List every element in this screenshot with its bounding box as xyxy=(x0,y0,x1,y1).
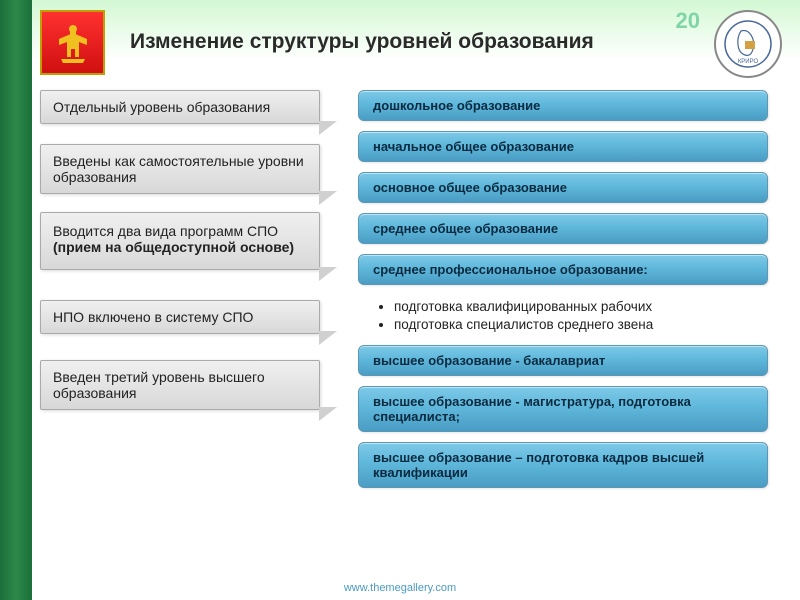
level-highest-qualification: высшее образование – подготовка кадров в… xyxy=(358,442,768,488)
callout-tail-icon xyxy=(319,191,337,205)
list-item: подготовка квалифицированных рабочих xyxy=(394,299,768,314)
callout-tail-icon xyxy=(319,331,337,345)
level-bachelor: высшее образование - бакалавриат xyxy=(358,345,768,376)
page-title: Изменение структуры уровней образования xyxy=(130,30,594,54)
level-primary-general: начальное общее образование xyxy=(358,131,768,162)
slide-number: 20 xyxy=(676,8,700,34)
vocational-sub-list: подготовка квалифицированных рабочих под… xyxy=(358,295,768,345)
left-box-third-higher: Введен третий уровень высшего образовани… xyxy=(40,360,320,410)
level-master-specialist: высшее образование - магистратура, подго… xyxy=(358,386,768,432)
level-basic-general: основное общее образование xyxy=(358,172,768,203)
left-column: Отдельный уровень образования Введены ка… xyxy=(40,90,320,428)
left-box-npo-spo: НПО включено в систему СПО xyxy=(40,300,320,334)
side-ribbon xyxy=(0,0,32,600)
left-box-text: Отдельный уровень образования xyxy=(53,99,270,115)
kriro-logo: КРИРО xyxy=(714,10,782,78)
left-box-independent-levels: Введены как самостоятельные уровни образ… xyxy=(40,144,320,194)
right-column: дошкольное образование начальное общее о… xyxy=(358,90,768,498)
level-preschool: дошкольное образование xyxy=(358,90,768,121)
left-box-text: НПО включено в систему СПО xyxy=(53,309,253,325)
left-box-separate-level: Отдельный уровень образования xyxy=(40,90,320,124)
list-item: подготовка специалистов среднего звена xyxy=(394,317,768,332)
footer-link[interactable]: www.themegallery.com xyxy=(344,582,456,594)
callout-tail-icon xyxy=(319,267,337,281)
left-box-text: Вводится два вида программ СПО(прием на … xyxy=(53,223,294,255)
callout-tail-icon xyxy=(319,121,337,135)
left-box-spo-programs: Вводится два вида программ СПО(прием на … xyxy=(40,212,320,270)
emblem-logo xyxy=(40,10,105,75)
svg-text:КРИРО: КРИРО xyxy=(738,59,759,65)
left-box-text: Введены как самостоятельные уровни образ… xyxy=(53,153,304,185)
level-secondary-general: среднее общее образование xyxy=(358,213,768,244)
left-box-text: Введен третий уровень высшего образовани… xyxy=(53,369,265,401)
callout-tail-icon xyxy=(319,407,337,421)
level-vocational: среднее профессиональное образование: xyxy=(358,254,768,285)
